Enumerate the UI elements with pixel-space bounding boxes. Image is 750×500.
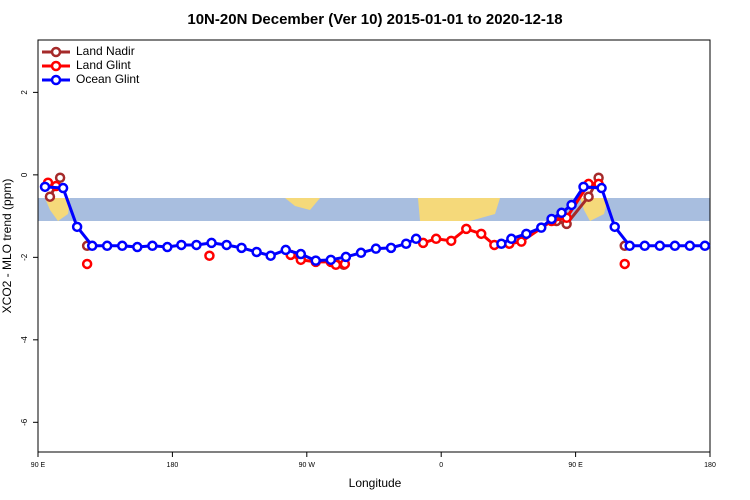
- legend-label: Land Nadir: [76, 44, 135, 58]
- legend-marker: [50, 74, 62, 86]
- point: [132, 241, 143, 253]
- point: [206, 237, 217, 249]
- point: [410, 233, 422, 245]
- point: [536, 222, 547, 233]
- y-tick-label: -4: [20, 336, 29, 344]
- x-tick-label: 180: [167, 462, 179, 469]
- point: [57, 182, 69, 194]
- x-tick-label: 0: [439, 462, 443, 469]
- point: [44, 191, 56, 202]
- point: [596, 182, 607, 194]
- point: [385, 242, 397, 254]
- point: [583, 191, 594, 202]
- point: [86, 240, 98, 252]
- point: [39, 181, 51, 193]
- point: [236, 242, 247, 254]
- point: [516, 236, 527, 247]
- x-tick-label: 90 E: [31, 462, 46, 469]
- point: [475, 228, 487, 240]
- point: [400, 238, 412, 249]
- point: [546, 213, 557, 225]
- point: [265, 250, 276, 261]
- point: [370, 243, 382, 254]
- point: [295, 248, 307, 260]
- legend-marker: [50, 46, 62, 58]
- legend-label: Ocean Glint: [76, 72, 140, 86]
- point: [556, 207, 567, 219]
- point: [461, 223, 472, 235]
- point: [639, 240, 650, 252]
- point: [101, 240, 113, 252]
- point: [280, 244, 291, 256]
- y-tick-label: 0: [20, 172, 29, 177]
- y-axis-label: XCO2 - MLO trend (ppm): [0, 179, 14, 314]
- x-tick-label: 180: [704, 462, 716, 469]
- y-tick-label: 2: [20, 90, 29, 95]
- point: [684, 240, 696, 252]
- point: [325, 254, 337, 266]
- point: [191, 239, 202, 251]
- x-tick-label: 90 W: [299, 462, 316, 469]
- point: [654, 240, 666, 252]
- point: [506, 233, 517, 245]
- x-tick-label: 90 E: [568, 462, 583, 469]
- map-strip: [38, 198, 710, 221]
- point: [176, 239, 187, 251]
- point: [609, 221, 620, 233]
- point: [355, 247, 367, 259]
- point: [430, 233, 442, 245]
- point: [116, 240, 128, 252]
- point: [619, 258, 630, 270]
- point: [71, 221, 83, 233]
- point: [521, 228, 532, 240]
- legend-marker: [50, 60, 62, 72]
- point: [578, 181, 589, 193]
- point: [445, 235, 457, 247]
- point: [566, 199, 577, 211]
- point: [310, 255, 322, 266]
- point: [147, 240, 158, 252]
- y-tick-label: -6: [20, 418, 29, 426]
- y-tick-label: -2: [20, 253, 29, 261]
- chart-title: 10N-20N December (Ver 10) 2015-01-01 to …: [187, 11, 562, 28]
- point: [669, 240, 681, 252]
- point: [340, 251, 352, 263]
- point: [699, 240, 711, 252]
- point: [54, 172, 66, 183]
- point: [81, 258, 93, 270]
- point: [624, 240, 635, 252]
- point: [162, 241, 173, 253]
- point: [221, 239, 232, 251]
- x-axis-label: Longitude: [349, 476, 402, 490]
- point: [204, 250, 215, 261]
- point: [251, 246, 262, 258]
- point: [496, 238, 507, 249]
- legend-label: Land Glint: [76, 58, 131, 72]
